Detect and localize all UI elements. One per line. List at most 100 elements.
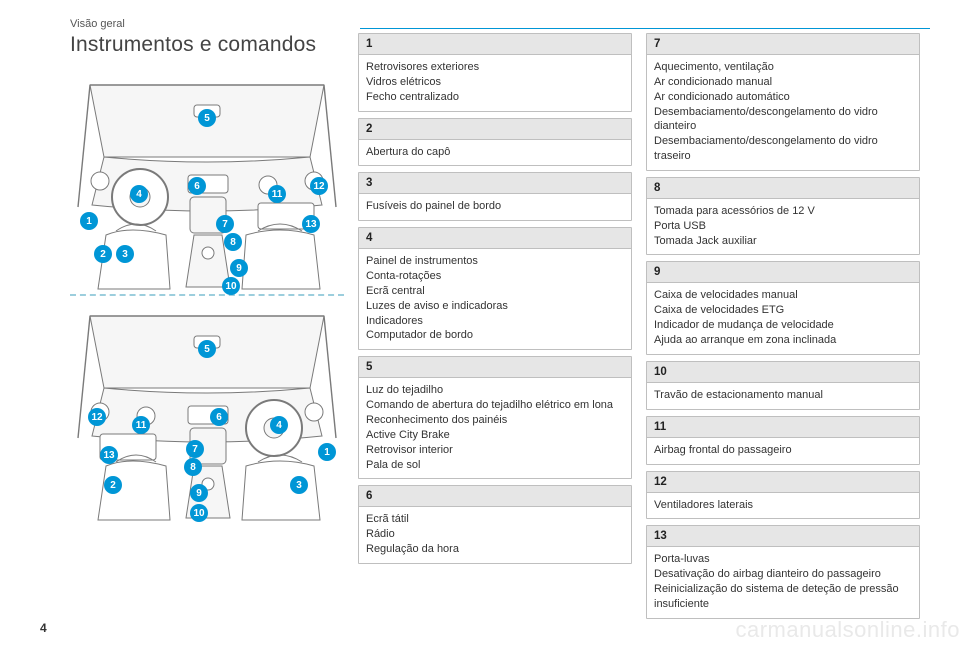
info-card-7: 7Aquecimento, ventilaçãoAr condicionado …	[646, 33, 920, 171]
info-card-number: 4	[359, 228, 631, 249]
info-card-line: Luz do tejadilho	[366, 383, 624, 398]
info-card-body: Airbag frontal do passageiro	[647, 438, 919, 464]
info-card-line: Tomada Jack auxiliar	[654, 234, 912, 249]
callout-12: 12	[310, 177, 328, 195]
dashboard-diagram-rhd: 12345678910111213	[70, 298, 344, 523]
info-card-line: Retrovisor interior	[366, 443, 624, 458]
info-card-body: Porta-luvasDesativação do airbag diantei…	[647, 547, 919, 617]
watermark: carmanualsonline.info	[735, 617, 960, 643]
info-card-9: 9Caixa de velocidades manualCaixa de vel…	[646, 261, 920, 354]
callout-10: 10	[222, 277, 240, 295]
right-column: 7Aquecimento, ventilaçãoAr condicionado …	[646, 33, 920, 619]
info-card-line: Regulação da hora	[366, 542, 624, 557]
callout-5: 5	[198, 109, 216, 127]
info-card-body: Ventiladores laterais	[647, 493, 919, 519]
callout-9: 9	[230, 259, 248, 277]
info-card-2: 2Abertura do capô	[358, 118, 632, 167]
manual-page: Visão geral Instrumentos e comandos	[0, 0, 960, 649]
info-card-line: Luzes de aviso e indicadoras	[366, 299, 624, 314]
info-card-line: Desembaciamento/descongelamento do vidro…	[654, 134, 912, 164]
info-card-3: 3Fusíveis do painel de bordo	[358, 172, 632, 221]
info-card-number: 1	[359, 34, 631, 55]
info-card-body: Fusíveis do painel de bordo	[359, 194, 631, 220]
info-card-body: Caixa de velocidades manualCaixa de velo…	[647, 283, 919, 353]
info-card-number: 13	[647, 526, 919, 547]
info-card-body: Aquecimento, ventilaçãoAr condicionado m…	[647, 55, 919, 170]
callout-10: 10	[190, 504, 208, 522]
info-card-number: 2	[359, 119, 631, 140]
info-card-body: Travão de estacionamento manual	[647, 383, 919, 409]
info-card-line: Reinicialização do sistema de deteção de…	[654, 582, 912, 612]
page-title: Instrumentos e comandos	[70, 33, 344, 57]
info-card-4: 4Painel de instrumentosConta-rotaçõesEcr…	[358, 227, 632, 350]
callout-8: 8	[184, 458, 202, 476]
middle-column: 1Retrovisores exterioresVidros elétricos…	[358, 33, 632, 619]
info-card-line: Conta-rotações	[366, 269, 624, 284]
info-card-line: Ar condicionado automático	[654, 90, 912, 105]
info-card-8: 8Tomada para acessórios de 12 VPorta USB…	[646, 177, 920, 256]
info-card-12: 12Ventiladores laterais	[646, 471, 920, 520]
info-card-line: Indicadores	[366, 314, 624, 329]
callout-2: 2	[104, 476, 122, 494]
info-card-line: Active City Brake	[366, 428, 624, 443]
info-card-1: 1Retrovisores exterioresVidros elétricos…	[358, 33, 632, 112]
info-card-body: Retrovisores exterioresVidros elétricosF…	[359, 55, 631, 111]
info-card-number: 5	[359, 357, 631, 378]
info-card-number: 6	[359, 486, 631, 507]
info-card-body: Abertura do capô	[359, 140, 631, 166]
callout-8: 8	[224, 233, 242, 251]
main-columns: Instrumentos e comandos	[70, 33, 920, 619]
info-card-line: Indicador de mudança de velocidade	[654, 318, 912, 333]
diagrams-group: 12345678910111213	[70, 67, 344, 619]
callout-1: 1	[80, 212, 98, 230]
info-card-11: 11 Airbag frontal do passageiro	[646, 416, 920, 465]
info-card-body: Luz do tejadilhoComando de abertura do t…	[359, 378, 631, 478]
info-card-line: Retrovisores exteriores	[366, 60, 624, 75]
info-card-line: Comando de abertura do tejadilho elétric…	[366, 398, 624, 413]
info-card-number: 3	[359, 173, 631, 194]
info-card-line: Travão de estacionamento manual	[654, 388, 912, 403]
info-card-line: Reconhecimento dos painéis	[366, 413, 624, 428]
info-card-number: 11	[647, 417, 919, 438]
page-number: 4	[40, 621, 47, 635]
info-card-line: Painel de instrumentos	[366, 254, 624, 269]
callout-11: 11	[268, 185, 286, 203]
callout-5: 5	[198, 340, 216, 358]
info-card-line: Ventiladores laterais	[654, 498, 912, 513]
info-card-line: Ar condicionado manual	[654, 75, 912, 90]
info-card-line: Airbag frontal do passageiro	[654, 443, 912, 458]
callout-7: 7	[186, 440, 204, 458]
left-column: Instrumentos e comandos	[70, 33, 344, 619]
info-card-line: Ecrã tátil	[366, 512, 624, 527]
info-card-line: Tomada para acessórios de 12 V	[654, 204, 912, 219]
info-card-number: 7	[647, 34, 919, 55]
callout-13: 13	[302, 215, 320, 233]
info-card-body: Painel de instrumentosConta-rotaçõesEcrã…	[359, 249, 631, 349]
info-card-line: Caixa de velocidades manual	[654, 288, 912, 303]
callout-3: 3	[116, 245, 134, 263]
info-card-line: Aquecimento, ventilação	[654, 60, 912, 75]
dashboard-svg	[70, 67, 344, 292]
callout-4: 4	[270, 416, 288, 434]
info-card-5: 5Luz do tejadilhoComando de abertura do …	[358, 356, 632, 479]
info-card-line: Caixa de velocidades ETG	[654, 303, 912, 318]
callout-11: 11	[132, 416, 150, 434]
info-card-10: 10Travão de estacionamento manual	[646, 361, 920, 410]
callout-6: 6	[210, 408, 228, 426]
info-card-number: 8	[647, 178, 919, 199]
info-card-line: Vidros elétricos	[366, 75, 624, 90]
info-card-number: 9	[647, 262, 919, 283]
callout-7: 7	[216, 215, 234, 233]
dashboard-diagram-lhd: 12345678910111213	[70, 67, 344, 292]
info-card-body: Ecrã tátilRádioRegulação da hora	[359, 507, 631, 563]
callout-12: 12	[88, 408, 106, 426]
info-card-line: Ecrã central	[366, 284, 624, 299]
info-card-6: 6Ecrã tátilRádioRegulação da hora	[358, 485, 632, 564]
info-card-line: Ajuda ao arranque em zona inclinada	[654, 333, 912, 348]
diagram-divider	[70, 294, 344, 296]
callout-3: 3	[290, 476, 308, 494]
callout-1: 1	[318, 443, 336, 461]
info-card-line: Desembaciamento/descongelamento do vidro…	[654, 105, 912, 135]
info-card-line: Fecho centralizado	[366, 90, 624, 105]
info-card-line: Pala de sol	[366, 458, 624, 473]
